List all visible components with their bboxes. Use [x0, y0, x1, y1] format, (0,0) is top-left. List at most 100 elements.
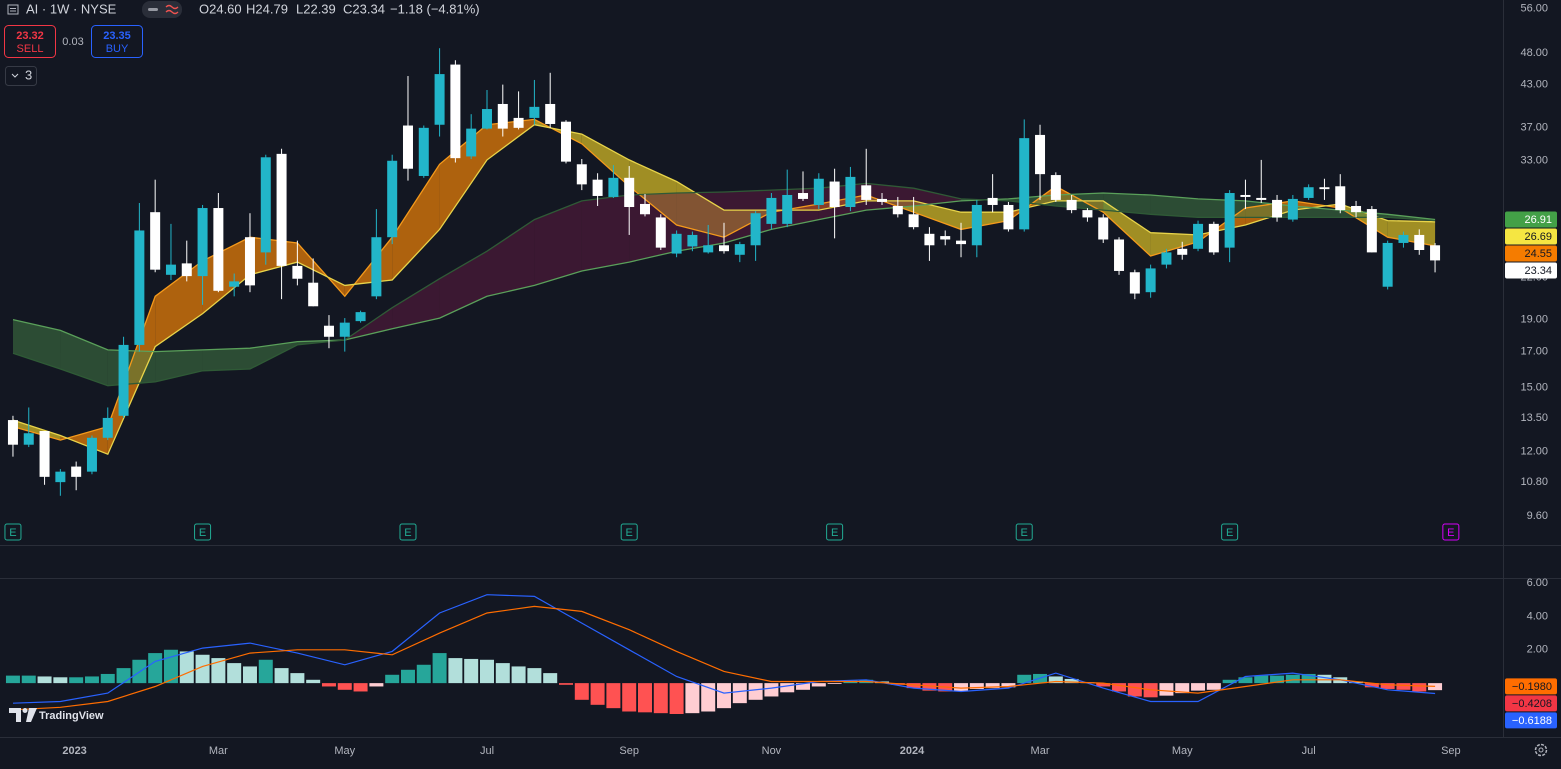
earnings-marker	[1221, 523, 1239, 541]
candle-body	[956, 240, 967, 245]
settings-icon[interactable]	[1534, 743, 1548, 757]
gear[interactable]	[1534, 743, 1548, 757]
candle-body	[1351, 205, 1362, 213]
histogram-bar	[211, 658, 226, 684]
price-tag-label: 26.91	[1524, 214, 1552, 226]
histogram-bar	[69, 677, 84, 684]
logo-mark	[22, 708, 28, 713]
histogram-bar	[1048, 676, 1063, 684]
sell-button[interactable]	[4, 25, 56, 58]
candle-body	[371, 237, 382, 297]
histogram-bar	[701, 683, 716, 712]
price-tag	[1505, 211, 1557, 228]
candle-body	[734, 244, 745, 255]
candle-body	[877, 198, 888, 202]
y-tick-label: 48.00	[1520, 47, 1548, 59]
candle-body	[292, 265, 303, 279]
histogram-bar	[290, 673, 305, 684]
earnings-label: E	[1021, 527, 1028, 539]
candle-body	[655, 217, 666, 248]
earnings-marker	[620, 523, 638, 541]
histogram-bar	[5, 675, 20, 684]
candle-body	[1430, 245, 1441, 261]
toggle-icon	[165, 4, 179, 15]
histogram-bar	[1380, 683, 1395, 689]
price-tag-label: −0.6188	[1512, 715, 1552, 727]
histogram-bar	[21, 675, 36, 684]
logo-mark	[9, 708, 21, 722]
candle-body	[1098, 217, 1109, 240]
candle-body	[1208, 223, 1219, 253]
histogram-bar	[1238, 677, 1253, 684]
histogram-bar	[116, 668, 131, 684]
chart-type-icon[interactable]	[7, 4, 19, 15]
candle-body	[1129, 272, 1140, 294]
histogram-bar	[606, 683, 621, 709]
candle-body	[1145, 268, 1156, 293]
earnings-marker	[1442, 523, 1460, 541]
histogram-bar	[511, 666, 526, 684]
candle-body	[1050, 175, 1061, 200]
histogram-bar	[227, 663, 242, 684]
buy-label: BUY	[106, 43, 129, 55]
ribbon-fill	[392, 278, 440, 329]
logo-mark	[26, 708, 37, 722]
histogram-bar	[1301, 673, 1316, 684]
histogram-bar	[1270, 675, 1285, 684]
watermark-text: TradingView	[39, 710, 104, 722]
price-tag-label: 26.69	[1524, 231, 1552, 243]
candle-body	[908, 214, 919, 228]
ribbon-fill	[913, 200, 961, 230]
histogram-bar	[622, 683, 637, 712]
symbol[interactable]: AI · 1W · NYSE	[26, 1, 117, 16]
earnings-marker	[1015, 523, 1033, 541]
price-tag-label: 24.55	[1524, 248, 1552, 260]
candle-body	[1414, 234, 1425, 250]
buy-price: 23.35	[103, 30, 131, 42]
x-tick-label: Nov	[762, 745, 782, 757]
price-tag	[1505, 712, 1557, 729]
toggle[interactable]	[142, 1, 182, 18]
candle-body	[418, 127, 429, 176]
histogram-bar	[37, 676, 52, 684]
candle-body	[1177, 248, 1188, 255]
ohlc-close: C23.34	[343, 1, 385, 16]
buy-button[interactable]	[91, 25, 143, 58]
y-tick-label: 10.80	[1520, 476, 1548, 488]
candle-body	[86, 437, 97, 472]
indicators-toggle[interactable]	[5, 66, 37, 86]
histogram-bar	[1017, 674, 1032, 684]
candle-body	[244, 237, 255, 286]
sell-price: 23.32	[16, 30, 44, 42]
candle-body	[229, 281, 240, 287]
candle-body	[323, 325, 334, 337]
y-tick-label: 33.00	[1520, 155, 1548, 167]
axes: 56.0048.0043.0037.0033.0022.0019.0017.00…	[4, 3, 1557, 757]
price-tag-label: −0.4208	[1512, 698, 1552, 710]
candle-body	[608, 177, 619, 197]
histogram-bar	[495, 663, 510, 684]
y-tick-label: 43.00	[1520, 79, 1548, 91]
candle-body	[719, 245, 730, 252]
earnings-marker	[399, 523, 417, 541]
histogram-bar	[464, 658, 479, 684]
price-tag	[1505, 228, 1557, 245]
candle-body	[1224, 193, 1235, 248]
header: AI · 1W · NYSE O24.60 H24.79 L22.39 C23.…	[4, 1, 480, 86]
ribbon-fill	[676, 192, 724, 252]
earnings-label: E	[1447, 527, 1454, 539]
histogram-bar	[1317, 674, 1332, 684]
y-tick-label: 15.00	[1520, 382, 1548, 394]
histogram-bar	[1159, 683, 1174, 696]
candle-body	[640, 203, 651, 215]
candle-body	[197, 208, 208, 277]
candle-body	[497, 103, 508, 129]
candle-body	[339, 322, 350, 337]
histogram-bar	[780, 683, 795, 693]
earnings-marker	[194, 523, 212, 541]
y-tick-label: 6.00	[1527, 577, 1548, 589]
candle-body	[71, 466, 82, 477]
y-tick-label: 13.50	[1520, 412, 1548, 424]
histogram-bar	[590, 683, 605, 705]
candle-body	[1035, 134, 1046, 175]
